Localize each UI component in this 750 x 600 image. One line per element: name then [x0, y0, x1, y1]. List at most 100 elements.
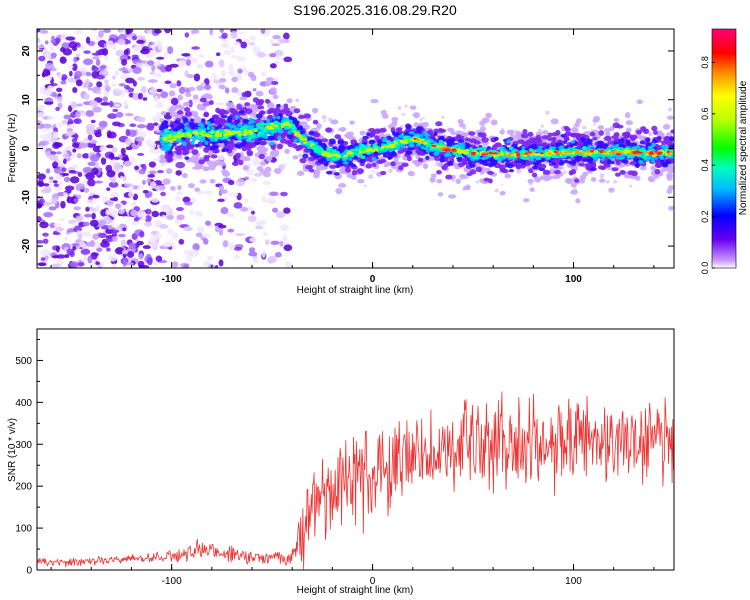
spectrogram-speckle: [43, 201, 52, 206]
spectrogram-speckle: [146, 177, 151, 184]
spectrogram-speckle: [85, 36, 91, 44]
spectrogram-speckle: [249, 35, 257, 41]
spectrogram-ridge-cell: [408, 130, 415, 135]
spectrogram-speckle: [73, 206, 82, 211]
spectrogram-speckle: [115, 111, 124, 118]
spectrogram-speckle: [368, 174, 374, 180]
spectrogram-ridge-cell: [308, 130, 315, 136]
spectrogram-ridge-cell: [508, 169, 514, 173]
spectrogram-speckle: [56, 96, 63, 103]
spectrogram-speckle: [54, 226, 65, 232]
spectrogram-speckle: [120, 72, 128, 80]
spectrogram-speckle: [236, 178, 246, 187]
spectrogram-ridge-cell: [477, 132, 484, 138]
spectrogram-speckle: [53, 223, 62, 227]
spectrogram-speckle: [163, 51, 169, 58]
spectrogram-ridge-cell: [231, 124, 236, 128]
spectrogram-ridge-cell: [213, 120, 221, 125]
spectrogram-speckle: [55, 106, 60, 112]
spectrogram-speckle: [37, 203, 43, 209]
spectrogram-ridge-cell: [604, 131, 611, 137]
spectrogram-ridge-cell: [163, 128, 170, 133]
spectrogram-speckle: [189, 57, 198, 64]
spectrogram-ridge-cell: [589, 131, 596, 137]
spectrogram-speckle: [149, 241, 159, 250]
spectrogram-ridge-cell: [169, 124, 175, 128]
spectrogram-speckle: [237, 68, 243, 74]
spectrogram-speckle: [123, 160, 133, 167]
spectrogram-speckle: [148, 87, 158, 95]
spectrogram-ridge-cell: [397, 149, 404, 154]
spectrogram-speckle: [108, 254, 118, 262]
spectrogram-speckle: [153, 260, 159, 267]
spectrogram-ridge-cell: [252, 97, 259, 103]
spectrogram-speckle: [67, 77, 77, 83]
spectrogram-ridge-cell: [450, 130, 456, 136]
spectrogram-speckle: [83, 50, 91, 54]
spectrogram-ridge-cell: [272, 110, 279, 117]
spectrogram-ridge-cell: [191, 149, 199, 155]
spectrogram-ridge-cell: [466, 172, 473, 177]
spectrogram-ridge-cell: [439, 157, 445, 163]
spectrogram-speckle: [56, 87, 63, 93]
spectrogram-speckle: [252, 88, 257, 92]
spectrogram-speckle: [40, 257, 46, 261]
spectrogram-speckle: [76, 152, 82, 159]
spectrogram-speckle: [105, 228, 114, 234]
spectrogram-speckle: [272, 34, 281, 40]
spectrogram-ridge-cell: [238, 110, 245, 114]
spectrogram-speckle: [201, 233, 211, 238]
spectrogram-speckle: [202, 190, 213, 195]
spectrogram-speckle: [270, 240, 280, 246]
spectrogram-speckle: [475, 180, 479, 184]
spectrogram-ridge-cell: [587, 144, 592, 148]
spectrogram-speckle: [38, 55, 46, 62]
spectrogram-speckle: [108, 153, 115, 159]
spectrogram-speckle: [146, 60, 155, 66]
spectrogram-ridge-cell: [283, 103, 289, 109]
spectrogram-speckle: [599, 173, 605, 179]
spectrogram-speckle: [49, 222, 56, 229]
spectrogram-speckle: [132, 185, 139, 190]
spectrogram-speckle: [170, 97, 179, 106]
spectrogram-speckle: [254, 225, 264, 230]
spectrogram-ridge-cell: [626, 127, 632, 133]
spectrogram-speckle: [95, 58, 101, 67]
spectrogram-ridge-cell: [407, 147, 415, 151]
spectrogram-ridge-cell: [429, 176, 436, 183]
spectrogram-speckle: [76, 230, 82, 235]
spectrogram-speckle: [163, 241, 173, 248]
spectrogram-speckle: [114, 247, 125, 255]
spectrogram-ridge-cell: [570, 164, 578, 171]
spectrogram-speckle: [545, 110, 550, 115]
spectrogram-speckle: [123, 65, 130, 69]
spectrogram-speckle: [38, 144, 47, 152]
spectrogram-ridge-cell: [340, 166, 347, 172]
spectrogram-ridge-cell: [382, 113, 389, 119]
spectrogram-speckle: [144, 208, 152, 215]
spectrogram-speckle: [166, 228, 173, 235]
spectrogram-speckle: [261, 250, 266, 259]
spectrogram-speckle: [203, 238, 209, 245]
spectrogram-ridge-cell: [193, 115, 201, 122]
spectrogram-speckle: [153, 122, 159, 126]
spectrogram-ridge-cell: [636, 145, 641, 149]
spectrogram-speckle: [135, 62, 143, 67]
spectrogram-speckle: [267, 257, 274, 264]
spectrogram-speckle: [37, 112, 46, 119]
spectrogram-ridge-cell: [231, 161, 239, 167]
spectrogram-speckle: [136, 39, 145, 44]
spectrogram-speckle: [278, 38, 288, 44]
spectrogram-ridge-cell: [653, 130, 659, 135]
spectrogram-speckle: [160, 191, 167, 197]
spectrogram-ridge-cell: [551, 132, 559, 137]
spectrogram-ridge-cell: [334, 134, 342, 140]
spectrogram-speckle: [90, 119, 96, 124]
spectrogram-speckle: [158, 45, 163, 51]
spectrogram-speckle: [125, 77, 135, 84]
spectrogram-ridge-cell: [651, 158, 656, 164]
spectrogram-ridge-cell: [416, 126, 423, 132]
spectrogram-ridge-cell: [535, 156, 541, 161]
spectrogram-ridge-cell: [204, 140, 209, 146]
spectrogram-speckle: [122, 227, 127, 232]
